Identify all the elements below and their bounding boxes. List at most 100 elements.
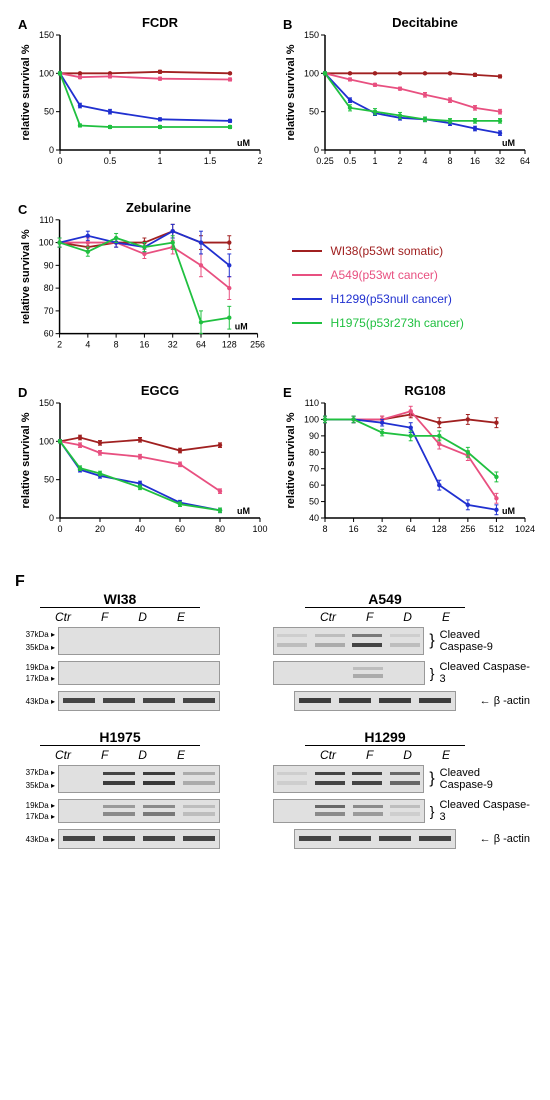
svg-text:1: 1 <box>157 156 162 166</box>
blot-H1299: H1299CtrFDE}Cleaved Caspase-9}Cleaved Ca… <box>240 729 530 852</box>
svg-text:64: 64 <box>406 524 416 534</box>
svg-text:100: 100 <box>304 415 319 425</box>
svg-text:E: E <box>283 385 292 400</box>
svg-text:uM: uM <box>502 138 515 148</box>
panel-f-label: F <box>15 573 25 591</box>
svg-text:0: 0 <box>57 524 62 534</box>
panel-d: 0 50 100 150 0 20 40 60 80 100 relative survival %… <box>15 383 270 553</box>
svg-text:110: 110 <box>305 398 319 408</box>
svg-text:128: 128 <box>432 524 447 534</box>
svg-text:1024: 1024 <box>515 524 535 534</box>
svg-text:0.5: 0.5 <box>104 156 117 166</box>
svg-text:1.5: 1.5 <box>204 156 217 166</box>
svg-text:512: 512 <box>489 524 504 534</box>
svg-text:32: 32 <box>495 156 505 166</box>
svg-text:relative survival %: relative survival % <box>20 44 32 140</box>
svg-text:20: 20 <box>95 524 105 534</box>
svg-text:150: 150 <box>39 398 54 408</box>
svg-text:110: 110 <box>39 215 53 225</box>
svg-text:relative survival %: relative survival % <box>20 229 32 324</box>
svg-text:60: 60 <box>175 524 185 534</box>
svg-text:1: 1 <box>372 156 377 166</box>
svg-text:0: 0 <box>314 145 319 155</box>
svg-text:256: 256 <box>460 524 475 534</box>
blot-A549: A549CtrFDE}Cleaved Caspase-9}Cleaved Cas… <box>240 591 530 714</box>
svg-text:150: 150 <box>304 30 319 40</box>
svg-text:C: C <box>18 202 27 217</box>
svg-text:100: 100 <box>304 68 319 78</box>
svg-text:4: 4 <box>85 340 90 350</box>
svg-text:EGCG: EGCG <box>141 383 179 398</box>
svg-text:64: 64 <box>196 340 206 350</box>
legend-item: WI38(p53wt somatic) <box>292 244 540 258</box>
svg-text:relative survival %: relative survival % <box>20 413 32 509</box>
legend-item: A549(p53wt cancer) <box>292 268 540 282</box>
svg-text:80: 80 <box>44 283 54 293</box>
panel-c: 60 70 80 90 100 110 2 4 8 16 32 64 128 256 relative su… <box>15 200 267 368</box>
svg-text:8: 8 <box>447 156 452 166</box>
svg-text:70: 70 <box>309 464 319 474</box>
svg-text:16: 16 <box>139 340 149 350</box>
svg-text:0: 0 <box>49 513 54 523</box>
svg-text:90: 90 <box>44 260 54 270</box>
svg-text:32: 32 <box>377 524 387 534</box>
svg-text:0.5: 0.5 <box>344 156 357 166</box>
svg-text:0.25: 0.25 <box>316 156 334 166</box>
svg-text:uM: uM <box>237 138 250 148</box>
svg-text:50: 50 <box>44 107 54 117</box>
svg-text:16: 16 <box>349 524 359 534</box>
svg-text:0: 0 <box>49 145 54 155</box>
svg-text:relative survival %: relative survival % <box>285 413 297 509</box>
legend: WI38(p53wt somatic) A549(p53wt cancer) H12… <box>272 195 540 378</box>
figure: 05010015000.511.52relative survival %uMF… <box>10 10 540 867</box>
svg-text:50: 50 <box>309 107 319 117</box>
svg-text:FCDR: FCDR <box>142 15 179 30</box>
svg-text:0: 0 <box>57 156 62 166</box>
svg-text:100: 100 <box>39 437 54 447</box>
svg-text:4: 4 <box>422 156 427 166</box>
svg-text:uM: uM <box>237 506 250 516</box>
svg-text:B: B <box>283 17 292 32</box>
row-de: 0 50 100 150 0 20 40 60 80 100 relative survival %… <box>10 378 540 563</box>
svg-text:40: 40 <box>135 524 145 534</box>
svg-text:8: 8 <box>114 340 119 350</box>
svg-text:uM: uM <box>502 506 515 516</box>
svg-text:A: A <box>18 17 28 32</box>
svg-text:80: 80 <box>309 448 319 458</box>
svg-text:100: 100 <box>252 524 267 534</box>
svg-text:70: 70 <box>44 306 54 316</box>
legend-item: H1299(p53null cancer) <box>292 292 540 306</box>
blot-WI38: WI38CtrFDE37kDa ▸35kDa ▸19kDa ▸17kDa ▸43… <box>20 591 220 714</box>
svg-text:8: 8 <box>322 524 327 534</box>
svg-text:150: 150 <box>39 30 54 40</box>
svg-text:80: 80 <box>215 524 225 534</box>
svg-text:90: 90 <box>309 431 319 441</box>
blot-H1975: H1975CtrFDE37kDa ▸35kDa ▸19kDa ▸17kDa ▸4… <box>20 729 220 852</box>
panel-e: 40506070809010011081632641282565121024re… <box>280 383 535 553</box>
svg-text:100: 100 <box>39 238 54 248</box>
legend-item: H1975(p53r273h cancer) <box>292 316 540 330</box>
svg-text:uM: uM <box>235 322 248 332</box>
svg-text:256: 256 <box>250 340 265 350</box>
row-c-legend: 60 70 80 90 100 110 2 4 8 16 32 64 128 256 relative su… <box>10 195 540 378</box>
svg-text:60: 60 <box>44 329 54 339</box>
svg-text:2: 2 <box>257 156 262 166</box>
svg-text:32: 32 <box>168 340 178 350</box>
svg-text:RG108: RG108 <box>404 383 445 398</box>
panel-f: F WI38CtrFDE37kDa ▸35kDa ▸19kDa ▸17kDa ▸… <box>10 573 540 867</box>
svg-text:2: 2 <box>397 156 402 166</box>
svg-text:Decitabine: Decitabine <box>392 15 458 30</box>
svg-text:D: D <box>18 385 27 400</box>
svg-text:relative survival %: relative survival % <box>285 44 297 140</box>
svg-text:50: 50 <box>44 475 54 485</box>
svg-text:50: 50 <box>309 497 319 507</box>
svg-text:128: 128 <box>222 340 237 350</box>
svg-text:100: 100 <box>39 68 54 78</box>
svg-text:2: 2 <box>57 340 62 350</box>
svg-text:16: 16 <box>470 156 480 166</box>
svg-text:40: 40 <box>309 513 319 523</box>
panel-a: 0 50 100 150 0 0.5 1 1.5 2 relative survival % uM F… <box>15 15 270 185</box>
svg-text:64: 64 <box>520 156 530 166</box>
panel-b: 0 50 100 150 0.25 0.5 1 2 4 8 16 32 64 relative survi… <box>280 15 535 185</box>
row-ab: 05010015000.511.52relative survival %uMF… <box>10 10 540 195</box>
